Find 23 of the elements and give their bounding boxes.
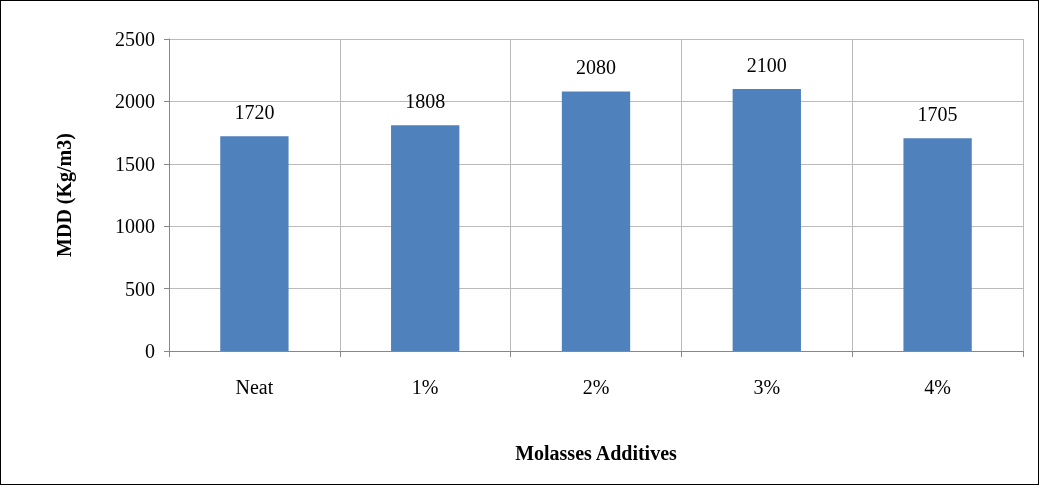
bar	[220, 136, 289, 351]
y-axis-title: MDD (Kg/m3)	[53, 133, 76, 257]
x-tick-label: Neat	[235, 376, 274, 398]
data-label: 1720	[234, 101, 275, 124]
y-tick-label: 1000	[115, 215, 155, 238]
y-tick-label: 1500	[115, 152, 155, 175]
bar	[903, 138, 972, 351]
y-tick-label: 0	[145, 340, 155, 362]
data-label: 2080	[576, 56, 616, 79]
y-tick-label: 500	[125, 277, 155, 300]
bar	[732, 88, 801, 351]
bar	[391, 125, 460, 351]
x-tick-label: 2%	[582, 376, 610, 398]
data-label: 2100	[746, 53, 787, 76]
x-axis-title: Molasses Additives	[515, 442, 678, 464]
x-tick-label: 4%	[924, 376, 951, 398]
y-tick-label: 2500	[115, 28, 155, 50]
bar	[561, 91, 631, 351]
data-label: 1808	[405, 90, 446, 113]
y-tick-label: 2000	[115, 90, 155, 113]
x-tick-label: 3%	[753, 376, 781, 398]
data-label: 1705	[917, 103, 958, 126]
x-tick-label: 1%	[411, 376, 439, 398]
